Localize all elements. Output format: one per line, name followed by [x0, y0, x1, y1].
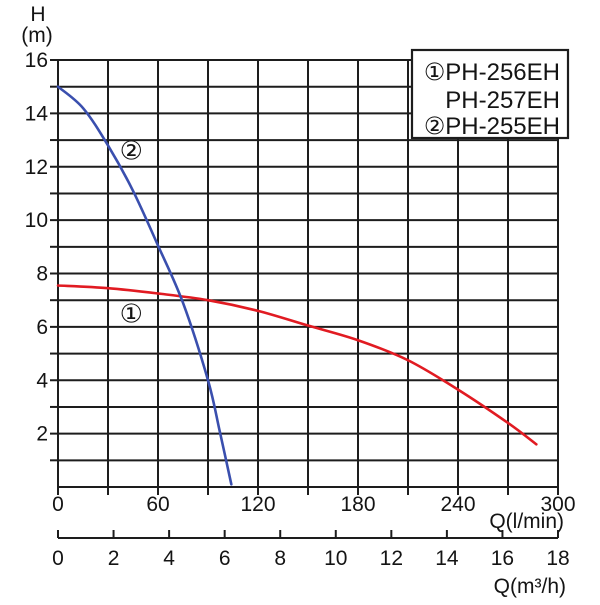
- y-tick-label: 14: [25, 102, 49, 125]
- secondary-tick-label: 18: [546, 547, 569, 570]
- axis-tick-labels: 2 4 6 8 10 12 14 16 0 60 120 180 240 300: [25, 49, 576, 516]
- legend-marker-3: ②: [424, 113, 446, 140]
- x-tick-label: 120: [240, 493, 275, 516]
- secondary-tick-label: 4: [163, 547, 175, 570]
- x-tick-label: 240: [440, 493, 475, 516]
- pump-curves: [56, 85, 538, 486]
- legend-row-2: PH-257EH: [445, 87, 560, 114]
- legend-label-2: PH-257EH: [445, 87, 560, 114]
- curve-marker-label: ②: [120, 136, 143, 166]
- secondary-axis: 0 2 4 6 8 10 12 14 16 18: [52, 530, 570, 570]
- x-tick-label: 60: [146, 493, 169, 516]
- y-tick-label: 2: [36, 423, 48, 446]
- legend-label-3: PH-255EH: [445, 113, 560, 140]
- secondary-tick-label: 8: [274, 547, 286, 570]
- y-tick-label: 10: [25, 209, 48, 232]
- legend-box: [410, 48, 570, 140]
- y-tick-label: 16: [25, 49, 48, 72]
- axis-ticks: [50, 59, 559, 495]
- legend-row-3: ②PH-255EH: [424, 113, 560, 140]
- legend-label-1: PH-256EH: [445, 59, 560, 86]
- legend: ①PH-256EH PH-257EH ②PH-255EH: [410, 48, 570, 140]
- secondary-tick-label: 10: [324, 547, 347, 570]
- legend-marker-1: ①: [424, 59, 446, 86]
- y-tick-label: 6: [36, 316, 48, 339]
- curve-number-labels: ②①: [120, 136, 143, 329]
- x-axis-title: Q(l/min): [489, 510, 564, 533]
- legend-row-1: ①PH-256EH: [424, 59, 560, 86]
- y-tick-label: 12: [25, 156, 48, 179]
- secondary-tick-label: 2: [108, 547, 120, 570]
- y-tick-label: 8: [36, 263, 48, 286]
- x-tick-label: 0: [52, 493, 64, 516]
- secondary-tick-label: 14: [435, 547, 459, 570]
- secondary-tick-label: 12: [380, 547, 403, 570]
- y-tick-label: 4: [36, 369, 48, 392]
- curve-marker-label: ①: [120, 299, 143, 329]
- secondary-tick-label: 16: [491, 547, 514, 570]
- secondary-tick-label: 0: [52, 547, 64, 570]
- x-tick-label: 180: [340, 493, 375, 516]
- x-axis-secondary-title: Q(m³/h): [494, 575, 566, 598]
- y-axis-title-line1: H: [30, 3, 45, 26]
- x-tick-label: 300: [540, 493, 575, 516]
- secondary-tick-label: 6: [219, 547, 231, 570]
- curve-ph-255eh: [56, 85, 233, 486]
- curve-ph-256eh-ph-257eh: [56, 284, 538, 446]
- y-axis-title-line2: (m): [21, 24, 52, 47]
